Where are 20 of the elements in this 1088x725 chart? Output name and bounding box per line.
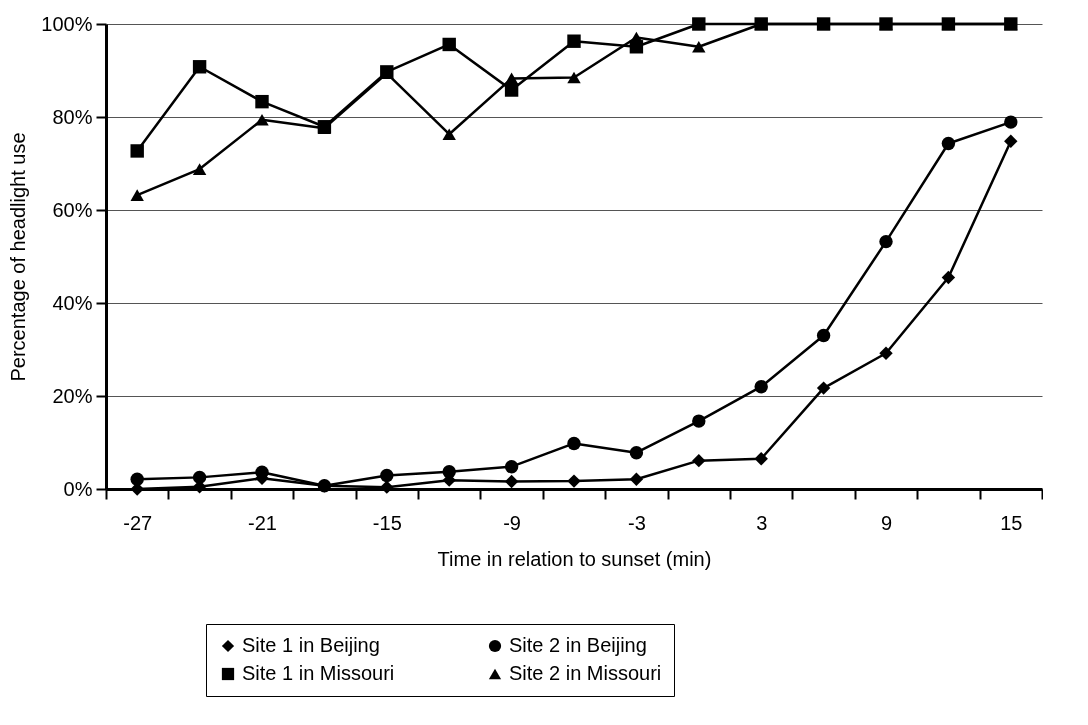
x-tick-label: -15 <box>372 511 402 534</box>
y-axis-title: Percentage of headlight use <box>7 132 30 382</box>
x-tick-label: 9 <box>880 511 893 534</box>
y-tick-label: 0% <box>63 477 93 500</box>
y-tick-label: 80% <box>52 105 93 128</box>
legend-label: Site 2 in Missouri <box>509 662 662 684</box>
legend-label: Site 2 in Beijing <box>509 634 647 656</box>
x-axis-title: Time in relation to sunset (min) <box>437 547 712 570</box>
x-tick-label: 15 <box>1000 511 1023 534</box>
x-tick-label: -9 <box>503 511 521 534</box>
y-tick-label: 60% <box>52 198 93 221</box>
x-tick-label: 3 <box>756 511 768 534</box>
x-tick-label: -3 <box>628 511 646 534</box>
legend-label: Site 1 in Missouri <box>242 662 395 684</box>
y-tick-label: 20% <box>52 384 93 407</box>
legend-label: Site 1 in Beijing <box>242 634 380 656</box>
x-tick-label: -27 <box>123 511 153 534</box>
y-tick-label: 40% <box>52 291 93 314</box>
x-tick-label: -21 <box>248 511 277 534</box>
y-tick-label: 100% <box>41 12 93 35</box>
